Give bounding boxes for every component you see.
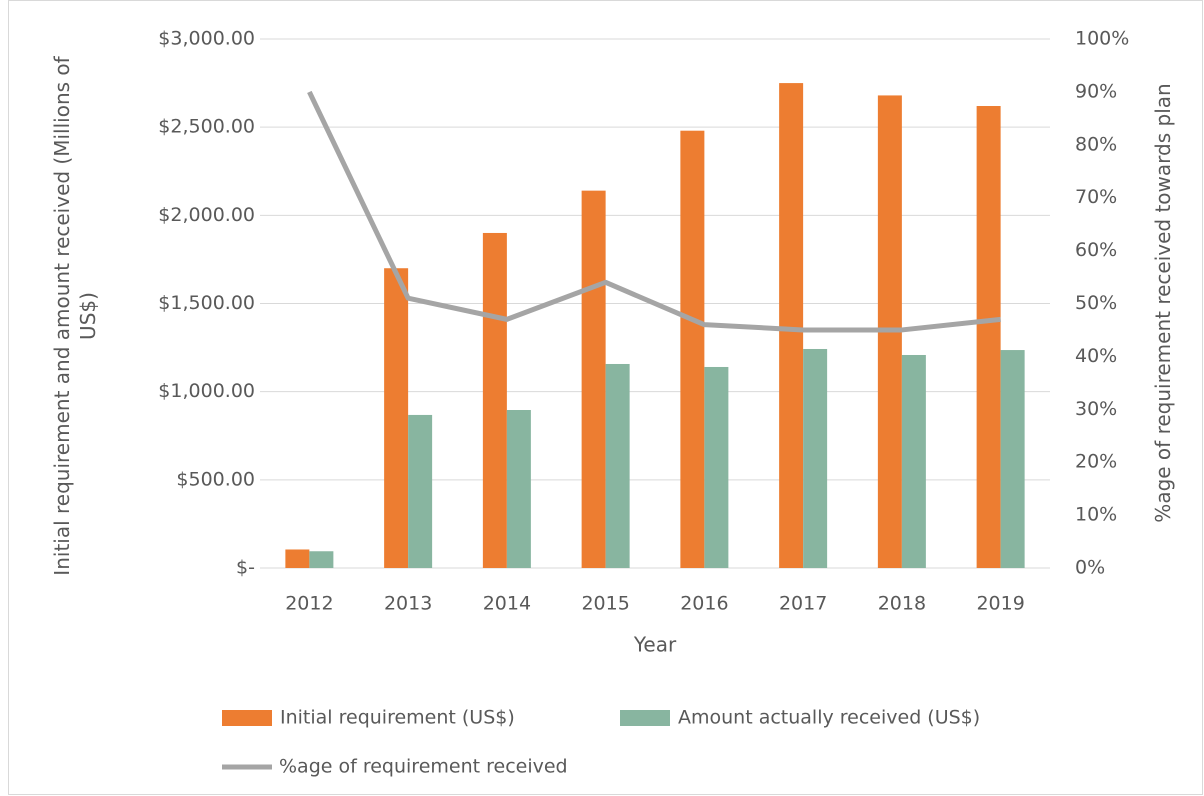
y2-tick-label: 80%	[1075, 133, 1117, 155]
legend-label: Initial requirement (US$)	[280, 707, 515, 729]
legend-swatch	[222, 710, 272, 726]
bar	[506, 410, 531, 568]
legend-swatch	[620, 710, 670, 726]
bar	[309, 551, 334, 568]
bar	[779, 83, 804, 568]
bar	[704, 366, 729, 568]
y-axis-title: Initial requirement and amount received …	[50, 56, 100, 576]
legend-label: Amount actually received (US$)	[678, 707, 980, 729]
line	[307, 90, 1001, 333]
y-tick-label: $2,500.00	[158, 116, 255, 138]
bar	[605, 363, 630, 568]
bar	[384, 268, 409, 568]
bar	[408, 414, 433, 568]
bar	[901, 354, 926, 568]
chart-frame	[8, 0, 1203, 795]
y-tick-label: $3,000.00	[158, 28, 255, 50]
bar	[680, 130, 705, 568]
x-tick-label: 2016	[680, 593, 728, 615]
bar	[482, 232, 507, 568]
bar	[581, 190, 606, 568]
x-tick-label: 2015	[581, 593, 629, 615]
x-tick-label: 2013	[384, 593, 432, 615]
y2-axis-title: %age of requirement received towards pla…	[1151, 83, 1175, 523]
x-tick-label: 2014	[483, 593, 531, 615]
bar	[285, 549, 310, 568]
y2-tick-label: 70%	[1075, 186, 1117, 208]
y-tick-label: $2,000.00	[158, 204, 255, 226]
y-tick-label: $-	[236, 557, 255, 579]
y-tick-label: $1,500.00	[158, 292, 255, 314]
bar	[976, 106, 1001, 569]
x-tick-label: 2019	[976, 593, 1024, 615]
x-tick-label: 2012	[285, 593, 333, 615]
y2-tick-label: 10%	[1075, 504, 1117, 526]
y2-tick-label: 40%	[1075, 345, 1117, 367]
x-tick-label: 2017	[779, 593, 827, 615]
x-tick-label: 2018	[878, 593, 926, 615]
y2-tick-label: 100%	[1075, 28, 1129, 50]
y2-tick-label: 50%	[1075, 292, 1117, 314]
bar	[1000, 350, 1025, 568]
legend-label: %age of requirement received	[279, 756, 568, 778]
x-axis-title: Year	[633, 633, 677, 657]
y2-tick-label: 90%	[1075, 80, 1117, 102]
y-tick-label: $500.00	[176, 468, 255, 490]
bar	[803, 348, 828, 568]
y2-tick-label: 60%	[1075, 239, 1117, 261]
y2-tick-label: 30%	[1075, 398, 1117, 420]
y-tick-label: $1,000.00	[158, 380, 255, 402]
y2-tick-label: 0%	[1075, 557, 1105, 579]
y2-tick-label: 20%	[1075, 451, 1117, 473]
